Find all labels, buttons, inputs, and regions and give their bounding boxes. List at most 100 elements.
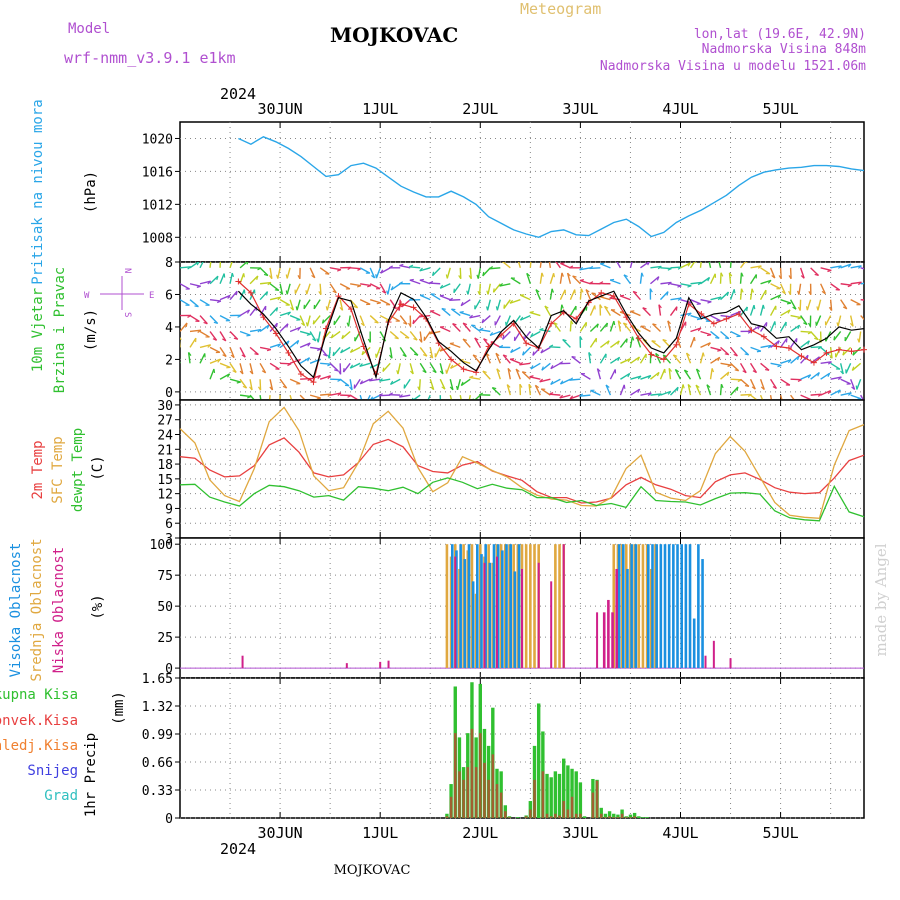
cloud-bar [476, 544, 479, 669]
wind-arrow [496, 299, 501, 311]
wind-arrow [306, 283, 311, 295]
wind-arrow [609, 369, 616, 380]
wind-arrow-head [441, 307, 446, 310]
precip-conv-bar [453, 733, 457, 818]
wind-arrow [369, 283, 381, 290]
wind-arrow [330, 392, 342, 396]
precip-legend-item: Zaledj.Kisa [0, 738, 78, 754]
precip-total-bar [628, 814, 633, 818]
ytick-label: 6 [165, 517, 173, 532]
wind-arrow [299, 357, 310, 364]
cloud-bar [496, 544, 500, 669]
wind-arrow [239, 273, 245, 284]
wind-arrow-head [451, 308, 456, 311]
wind-arrow [599, 353, 607, 364]
wind-arrow [820, 389, 831, 396]
wind-arrow-head [550, 380, 554, 385]
wind-arrow [209, 358, 221, 364]
wind-arrow-head [736, 386, 739, 392]
wind-arrow-head [327, 354, 330, 359]
wind-arrow [619, 384, 625, 396]
wind-arrow [819, 283, 826, 295]
wind-arrow [530, 362, 541, 370]
wind-arrow [379, 378, 391, 382]
precip-conv-bar [545, 813, 549, 818]
wind-arrow [810, 393, 822, 396]
panel-frame [179, 121, 865, 263]
wind-arrow-head [864, 322, 868, 323]
precip-total-bar [566, 765, 570, 818]
wind-arrow [517, 262, 522, 269]
wind-arrow [329, 283, 337, 294]
wind-arrow-head [390, 286, 394, 291]
wind-arrow-head [212, 338, 217, 341]
wind-arrow-head [279, 291, 283, 295]
wind-arrow [350, 267, 362, 270]
wind-arrow-head [777, 364, 782, 368]
wind-arrow [620, 358, 631, 364]
wind-arrow [769, 395, 773, 400]
wind-arrow [259, 305, 267, 316]
wind-arrow [789, 267, 792, 279]
wind-arrow [526, 273, 532, 284]
panel-4: 0 0.33 0.66 0.99 1.32 1.65 [142, 672, 865, 827]
precip-total-bar [549, 777, 553, 818]
wind-arrow [660, 267, 672, 270]
ytick-label: 30 [157, 399, 173, 414]
compass-west: W [84, 291, 90, 301]
wind-arrow [342, 362, 351, 373]
wind-arrow-head [361, 350, 364, 355]
wind-arrow-head [376, 302, 381, 305]
wind-arrow-head [296, 340, 300, 345]
wind-arrow [453, 283, 461, 294]
wind-arrow-head [857, 338, 860, 343]
wind-arrow-head [847, 263, 852, 268]
precip-conv-bar [445, 816, 449, 818]
top-day-label: 4JUL [662, 100, 698, 118]
wind-arrow [209, 346, 221, 353]
wind-arrow [749, 362, 758, 373]
wind-arrow [830, 362, 841, 370]
wind-arrow-head [609, 278, 615, 281]
wind-arrow [695, 368, 702, 380]
wind-arrow-head [357, 285, 362, 288]
wind-arrow [239, 394, 252, 398]
wind-arrow-head [432, 370, 437, 374]
wind-arrow-head [325, 306, 328, 311]
precip-conv-bar [499, 792, 503, 818]
temp-ylabel-line: SFC Temp [50, 436, 66, 503]
wind-arrow [469, 267, 472, 279]
wind-arrow [616, 262, 622, 269]
wind-arrow-head [569, 395, 574, 400]
wind-arrow-head [617, 340, 620, 345]
wind-arrow [770, 340, 780, 348]
wind-arrow [397, 363, 401, 375]
cloud-bar [533, 544, 536, 669]
wind-arrow [312, 315, 321, 325]
wind-arrow-head [455, 385, 459, 391]
wind-arrow-head [247, 395, 252, 399]
wind-arrow [780, 378, 791, 386]
wind-arrow [286, 283, 291, 295]
wind-arrow-head [686, 352, 691, 357]
wind-arrow [672, 354, 682, 364]
wind-arrow-head [667, 281, 672, 286]
wind-arrow [359, 362, 371, 368]
wind-arrow [328, 347, 331, 359]
wind-arrow-head [797, 317, 802, 320]
wind-arrow-head [851, 386, 856, 390]
wind-arrow-head [767, 279, 772, 284]
wind-arrow-head [562, 338, 567, 342]
wind-arrow-head [257, 329, 262, 333]
cloud-bar [602, 612, 606, 669]
precip-total-bar [603, 813, 608, 818]
wind-arrow [640, 392, 652, 396]
wind-arrow [810, 371, 820, 380]
wind-arrow [658, 304, 662, 316]
wind-arrow [419, 346, 428, 357]
precip-conv-bar [449, 796, 453, 818]
wind-arrow [434, 347, 441, 358]
wind-arrow [709, 368, 713, 380]
wind-arrow-head [656, 276, 660, 281]
wind-arrow [449, 342, 461, 349]
